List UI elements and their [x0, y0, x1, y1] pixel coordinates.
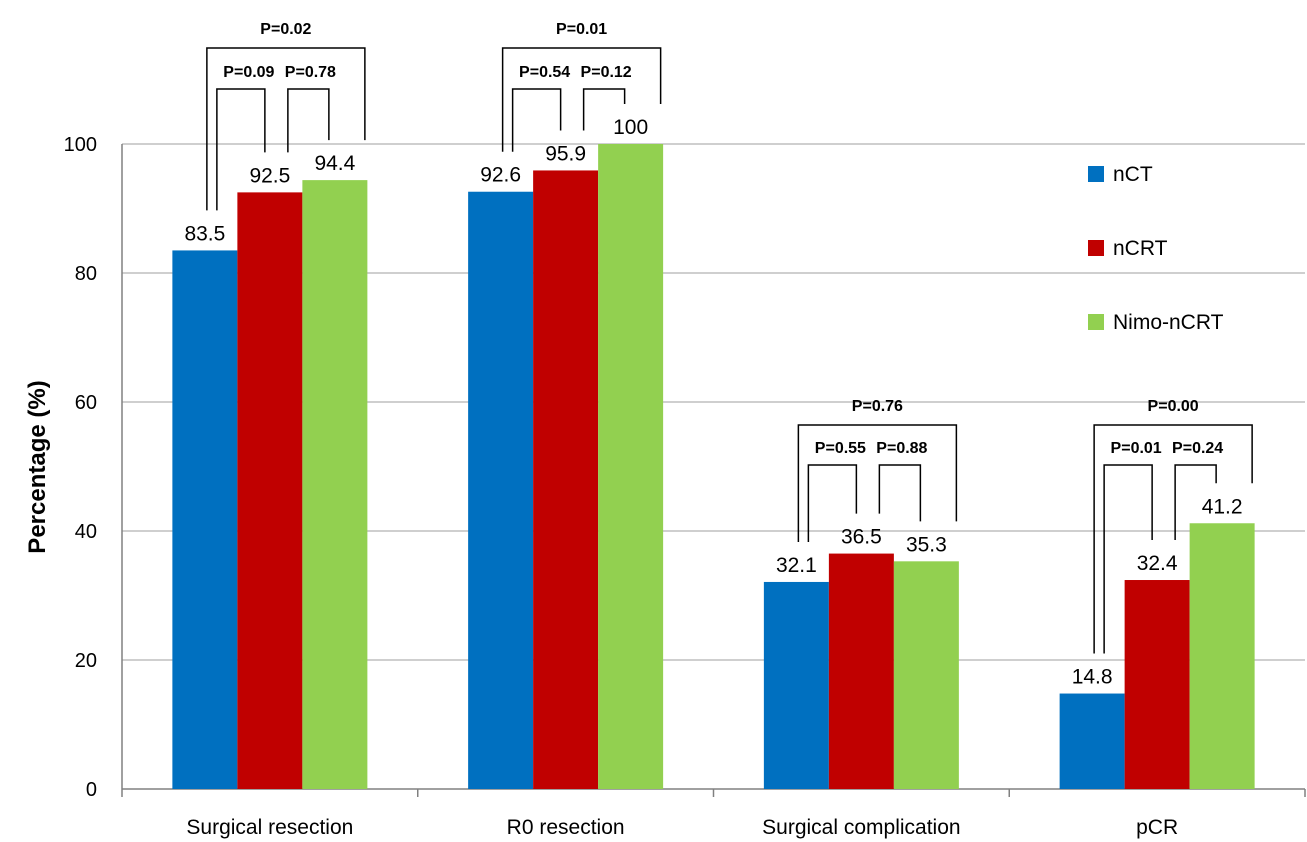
- p-bracket-left: [1103, 464, 1153, 654]
- y-tick-label: 80: [75, 263, 97, 285]
- data-label: 14.8: [1072, 666, 1113, 689]
- data-labels: 83.5 92.5 94.4 92.6 95.9 100 32.1 36.5 35.3 14.8 3…: [184, 116, 1242, 689]
- bar: [468, 191, 534, 790]
- y-tick-label: 0: [86, 779, 97, 801]
- p-bracket-right: [582, 88, 626, 131]
- bars: [172, 144, 1255, 790]
- data-label: 94.4: [314, 152, 355, 175]
- x-tick-label: Surgical resection: [186, 816, 353, 839]
- p-bracket-overall: [1093, 424, 1253, 654]
- bar: [533, 170, 599, 789]
- p-bracket-left: [216, 88, 266, 211]
- p-bracket-right: [1174, 464, 1217, 541]
- x-tick-label: Surgical complication: [762, 816, 960, 839]
- p-bracket-overall: [501, 47, 662, 152]
- p-value-label: P=0.01: [1111, 440, 1162, 457]
- p-value-label: P=0.88: [876, 440, 927, 457]
- p-bracket-right: [287, 88, 330, 153]
- p-bracket-right: [878, 464, 922, 522]
- data-label: 92.6: [480, 164, 521, 187]
- p-value-label: P=0.02: [260, 21, 311, 38]
- y-tick-label: 40: [75, 521, 97, 543]
- data-label: 35.3: [906, 533, 947, 556]
- y-tick-label: 60: [75, 392, 97, 414]
- legend-label: nCRT: [1113, 237, 1168, 260]
- legend-swatch: [1088, 314, 1104, 330]
- data-label: 95.9: [545, 142, 586, 165]
- y-axis-title: Percentage (%): [24, 380, 51, 553]
- bar: [828, 553, 894, 789]
- data-label: 32.4: [1137, 552, 1178, 575]
- bar: [1124, 580, 1190, 789]
- p-value-label: P=0.54: [519, 64, 570, 81]
- p-value-label: P=0.76: [852, 398, 903, 415]
- p-value-label: P=0.12: [581, 64, 632, 81]
- bar: [302, 180, 368, 789]
- p-bracket-left: [807, 464, 858, 542]
- p-value-brackets: P=0.02 P=0.09 P=0.78 P=0.01 P=0.54 P=0.12 P=0.…: [206, 21, 1253, 654]
- bar: [172, 250, 238, 790]
- legend-label: nCT: [1113, 163, 1153, 186]
- legend: nCT nCRT Nimo-nCRT: [1088, 163, 1224, 334]
- bar: [1189, 523, 1255, 789]
- y-tick-label: 20: [75, 650, 97, 672]
- data-label: 100: [613, 116, 648, 139]
- data-label: 32.1: [776, 554, 817, 577]
- legend-swatch: [1088, 240, 1104, 256]
- p-bracket-overall: [206, 47, 366, 211]
- bar: [598, 144, 664, 789]
- legend-swatch: [1088, 166, 1104, 182]
- bar: [237, 192, 303, 789]
- x-tick-label: pCR: [1136, 816, 1178, 839]
- p-bracket-overall: [797, 424, 958, 542]
- data-label: 92.5: [249, 164, 290, 187]
- p-value-label: P=0.00: [1148, 398, 1199, 415]
- p-value-label: P=0.09: [223, 64, 274, 81]
- legend-label: Nimo-nCRT: [1113, 311, 1224, 334]
- data-label: 83.5: [184, 222, 225, 245]
- data-label: 41.2: [1202, 495, 1243, 518]
- p-value-label: P=0.24: [1172, 440, 1223, 457]
- bar: [893, 561, 959, 789]
- bar: [1059, 693, 1125, 789]
- p-value-label: P=0.01: [556, 21, 607, 38]
- x-tick-label: R0 resection: [507, 816, 625, 839]
- p-value-label: P=0.78: [285, 64, 336, 81]
- bar: [763, 581, 829, 789]
- y-tick-label: 100: [64, 134, 97, 156]
- data-label: 36.5: [841, 526, 882, 549]
- p-value-label: P=0.55: [815, 440, 866, 457]
- p-bracket-left: [511, 88, 562, 152]
